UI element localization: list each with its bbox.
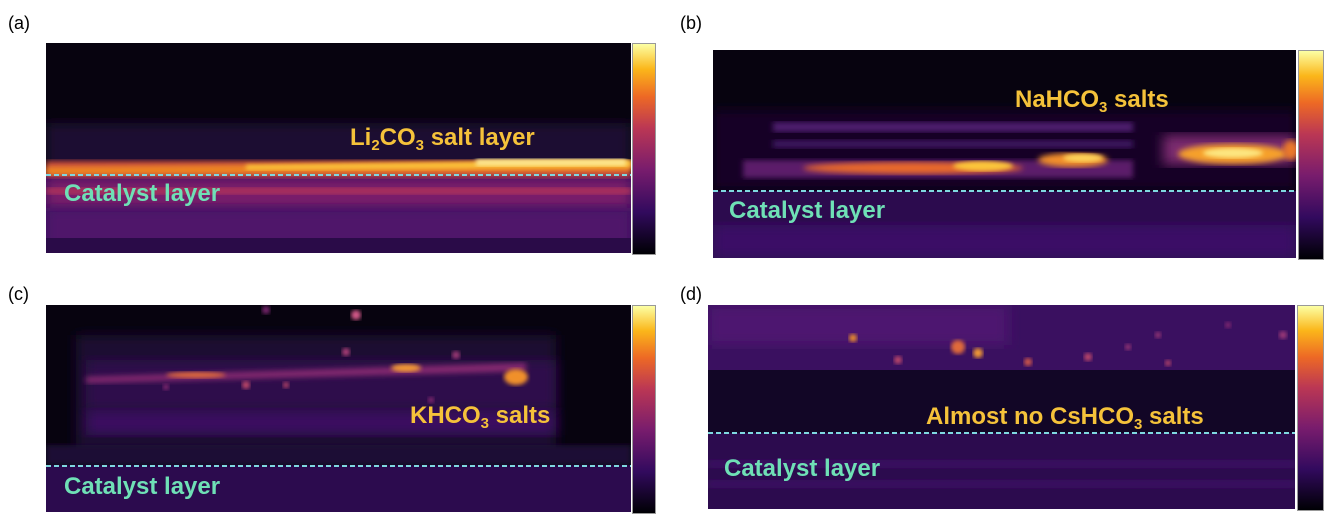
panel-d-catalyst-annotation: Catalyst layer: [724, 455, 881, 482]
panel-c-catalyst-annotation: Catalyst layer: [64, 473, 221, 500]
panel-a-heatmap-svg: [46, 43, 631, 253]
panel-d-colorbar: [1297, 305, 1324, 511]
panel-d-salt-annotation: Almost no CsHCO3 salts: [926, 403, 1204, 433]
panel-b-colorbar: [1298, 50, 1324, 260]
panel-b-salt-annotation: NaHCO3 salts: [1015, 86, 1169, 116]
panel-d-heatmap: [708, 305, 1295, 509]
panel-b-heatmap-svg: [713, 50, 1296, 258]
panel-a-catalyst-annotation: Catalyst layer: [64, 180, 221, 207]
panel-c-salt-annotation: KHCO3 salts: [410, 402, 551, 432]
panel-d-heatmap-svg: [708, 305, 1295, 509]
panel-a-salt-annotation: Li2CO3 salt layer: [350, 124, 535, 154]
panel-c-heatmap: [46, 305, 631, 512]
panel-b-label: (b): [680, 13, 702, 33]
panel-c-heatmap-svg: [46, 305, 631, 512]
panel-b-heatmap: [713, 50, 1296, 258]
panel-b-catalyst-annotation: Catalyst layer: [729, 197, 886, 224]
panel-a-colorbar: [632, 43, 656, 255]
panel-c-colorbar: [632, 305, 656, 514]
panel-c-label: (c): [8, 284, 29, 304]
panel-a-heatmap: [46, 43, 631, 253]
panel-d-label: (d): [680, 284, 702, 304]
panel-a-label: (a): [8, 13, 30, 33]
